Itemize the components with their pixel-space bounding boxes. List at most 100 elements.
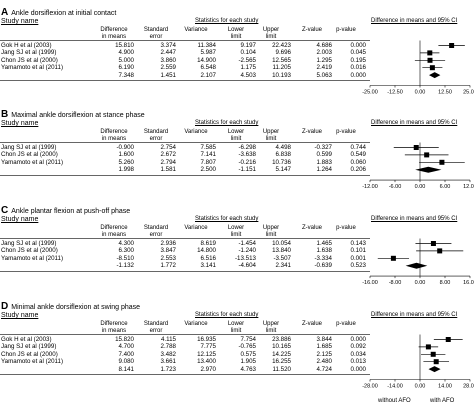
variance-cell: 7.141 — [200, 151, 216, 159]
upper-limit-cell: 10.193 — [272, 71, 291, 79]
standard-error-cell: 2.672 — [160, 151, 176, 159]
diff-in-means-cell: 6.190 — [118, 64, 134, 72]
z-value-cell: 3.844 — [316, 336, 332, 343]
point-estimate — [433, 359, 439, 365]
x-tick-label: 0.00 — [415, 90, 426, 96]
x-tick-label: -28.00 — [362, 384, 378, 390]
lower-limit-cell: 0.104 — [240, 49, 256, 57]
point-estimate — [425, 344, 431, 350]
diff-in-means-cell: -8.510 — [116, 254, 134, 262]
z-value-cell: 1.685 — [316, 343, 332, 351]
panel-label: D — [1, 301, 9, 312]
pooled-row: 8.141 1.723 2.970 4.763 11.520 4.724 0.000 — [0, 366, 370, 373]
diff-in-means-cell: -0.900 — [116, 144, 134, 151]
study-name: Chon JS et al (2000) — [1, 350, 58, 358]
lower-limit-cell: -1.454 — [238, 240, 256, 247]
study-name: Gok H et al (2003) — [1, 336, 52, 343]
z-value-cell: 1.264 — [316, 166, 332, 174]
variance-cell: 12.125 — [197, 350, 216, 358]
p-value-cell: 0.523 — [350, 262, 366, 270]
upper-limit-cell: 12.565 — [272, 56, 291, 64]
column-header-lower-limit: Lower limit — [227, 27, 245, 40]
column-header-standard-error: Standard error — [143, 27, 169, 40]
study-name: Gok H et al (2003) — [1, 42, 52, 49]
p-value-cell: 0.016 — [350, 64, 366, 72]
table-row: Gok H et al (2003) 15.820 4.115 16.935 7.754… — [0, 336, 370, 343]
variance-cell: 2.107 — [200, 71, 216, 79]
table-row: Gok H et al (2003) 15.810 3.374 11.384 9.197… — [0, 42, 370, 49]
table-row: Jang SJ et al (1999) -0.900 2.754 7.585 -6.2… — [0, 144, 370, 151]
upper-limit-cell: 23.886 — [272, 336, 291, 343]
study-name-header: Study name — [1, 216, 39, 223]
x-tick-label: 12.00 — [463, 184, 474, 190]
variance-cell: 7.807 — [200, 158, 216, 166]
column-header-diff-in-means: Difference in means — [100, 225, 128, 238]
study-name-header: Study name — [1, 120, 39, 127]
panel-title: A Ankle dorsiflexion at initial contact — [1, 2, 116, 18]
diff-in-means-cell: 7.400 — [118, 350, 134, 358]
standard-error-cell: 2.553 — [160, 254, 176, 262]
point-estimate — [449, 43, 455, 48]
panel-title: B Maximal ankle dorsiflexion at stance ph… — [1, 104, 145, 120]
x-tick-label: 25.00 — [463, 90, 474, 96]
table-row: Yamamoto et al (2011) 9.080 3.661 13.400 1.9… — [0, 358, 370, 365]
column-header-upper-limit: Upper limit — [262, 225, 280, 238]
study-name: Yamamoto et al (2011) — [1, 358, 64, 366]
x-tick-label: -12.00 — [362, 184, 378, 190]
lower-limit-cell: 4.503 — [240, 71, 256, 79]
column-header-z-value: Z-value — [301, 225, 322, 231]
x-tick-label: 16.00 — [463, 280, 474, 286]
column-header-lower-limit: Lower limit — [227, 129, 245, 142]
p-value-cell: 0.000 — [350, 71, 366, 79]
column-header-p-value: p-value — [336, 225, 356, 231]
p-value-cell: 0.195 — [350, 56, 366, 64]
z-value-cell: -0.327 — [314, 144, 332, 151]
x-tick-label: 0.00 — [415, 184, 426, 190]
p-value-cell: 0.549 — [350, 151, 366, 159]
p-value-cell: 0.034 — [350, 350, 366, 358]
diff-in-means-cell: -1.132 — [116, 262, 134, 270]
diff-in-means-cell: 5.260 — [118, 158, 134, 166]
diff-in-means-cell: 15.820 — [115, 336, 134, 343]
z-value-cell: -3.334 — [314, 254, 332, 262]
footer-rule — [0, 374, 370, 375]
column-header-standard-error: Standard error — [143, 129, 169, 142]
p-value-cell: 0.045 — [350, 49, 366, 57]
forest-plot: -28.00 -14.00 0.00 14.00 28.00 — [362, 334, 474, 390]
point-estimate — [424, 152, 430, 158]
standard-error-cell: 2.754 — [160, 144, 176, 151]
point-estimate — [430, 241, 436, 246]
study-name: Chon JS et al (2000) — [1, 151, 58, 159]
x-tick-label: 0.00 — [415, 280, 426, 286]
x-tick-label: 14.00 — [438, 384, 452, 390]
stats-group-header: Statistics for each study — [195, 216, 259, 222]
panel-b: B Maximal ankle dorsiflexion at stance ph… — [0, 104, 474, 204]
forest-plot: -16.00 -8.00 0.00 8.00 16.00 — [362, 238, 474, 286]
upper-limit-cell: 11.205 — [272, 64, 291, 72]
standard-error-cell: 1.451 — [160, 71, 176, 79]
table-row: Chon JS et al (2000) 6.300 3.847 14.800 -1.2… — [0, 247, 370, 254]
column-header-p-value: p-value — [336, 321, 356, 327]
column-header-variance: Variance — [184, 27, 208, 33]
z-value-cell: 2.480 — [316, 358, 332, 366]
variance-cell: 5.987 — [200, 49, 216, 57]
study-name: Jang SJ et al (1999) — [1, 49, 57, 57]
panel-title-text: Ankle plantar flexion at push-off phase — [11, 208, 131, 215]
column-header-standard-error: Standard error — [143, 225, 169, 238]
z-value-cell: 0.599 — [316, 151, 332, 159]
standard-error-cell: 3.661 — [160, 358, 176, 366]
standard-error-cell: 2.794 — [160, 158, 176, 166]
point-estimate — [437, 248, 443, 254]
column-header-upper-limit: Upper limit — [262, 129, 280, 142]
upper-limit-cell: 4.498 — [275, 144, 291, 151]
x-tick-label: 8.00 — [440, 280, 451, 286]
header-rule — [0, 40, 370, 41]
study-name: Yamamoto et al (2011) — [1, 64, 64, 72]
p-value-cell: 0.206 — [350, 166, 366, 174]
upper-limit-cell: 13.840 — [272, 247, 291, 255]
variance-cell: 14.800 — [197, 247, 216, 255]
pooled-diamond — [415, 166, 442, 173]
footer-rule — [0, 270, 370, 272]
diff-in-means-cell: 6.300 — [118, 247, 134, 255]
table-row: Yamamoto et al (2011) -8.510 2.553 6.516 -13… — [0, 255, 370, 262]
